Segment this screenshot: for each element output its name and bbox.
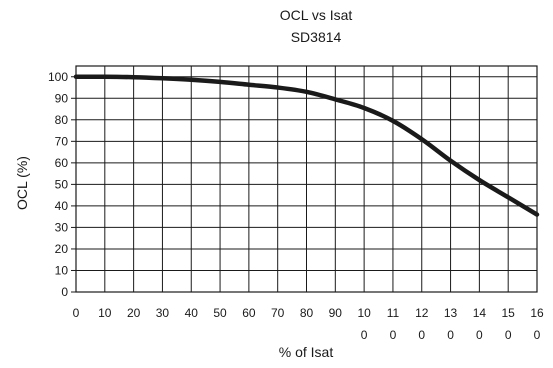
x-tick-label: 50: [213, 306, 227, 320]
x-tick-label: 0: [534, 328, 541, 342]
y-tick-label: 90: [55, 91, 69, 105]
y-tick-label: 0: [61, 285, 68, 299]
y-tick-label: 40: [55, 199, 69, 213]
x-tick-label: 0: [476, 328, 483, 342]
chart-title: OCL vs Isat: [280, 7, 353, 23]
series-layer: [73, 74, 540, 217]
x-tick-label: 30: [156, 306, 170, 320]
y-tick-label: 10: [55, 263, 69, 277]
x-tick-label: 0: [73, 306, 80, 320]
y-tick-label: 80: [55, 113, 69, 127]
y-tick-label: 20: [55, 242, 69, 256]
y-tick-label: 50: [55, 177, 69, 191]
x-tick-label: 0: [447, 328, 454, 342]
y-tick-label: 60: [55, 156, 69, 170]
x-tick-label: 40: [185, 306, 199, 320]
y-tick-label: 100: [48, 70, 68, 84]
x-tick-label: 10: [98, 306, 112, 320]
x-tick-label: 13: [444, 306, 458, 320]
x-tick-label: 70: [271, 306, 285, 320]
x-tick-label: 0: [418, 328, 425, 342]
grid: [71, 65, 538, 293]
y-tick-label: 70: [55, 134, 69, 148]
plot-frame: [75, 65, 538, 293]
x-tick-label: 11: [387, 306, 400, 320]
y-tick-label: 30: [55, 220, 69, 234]
x-tick-label: 90: [329, 306, 343, 320]
x-tick-label: 12: [415, 306, 429, 320]
x-tick-label: 16: [530, 306, 544, 320]
y-axis-label: OCL (%): [14, 156, 30, 210]
x-tick-label: 0: [390, 328, 397, 342]
x-tick-label: 80: [300, 306, 314, 320]
x-tick-label: 14: [473, 306, 487, 320]
x-tick-label: 10: [357, 306, 371, 320]
x-tick-label: 15: [502, 306, 516, 320]
y-tick-labels: 0 10 20 30 40 50 60 70 80 90 100: [48, 70, 68, 299]
x-tick-label: 0: [505, 328, 512, 342]
x-tick-label: 0: [361, 328, 368, 342]
x-tick-label: 60: [242, 306, 256, 320]
chart-subtitle: SD3814: [291, 29, 342, 45]
x-tick-label: 20: [127, 306, 141, 320]
x-axis-label: % of Isat: [279, 344, 334, 360]
